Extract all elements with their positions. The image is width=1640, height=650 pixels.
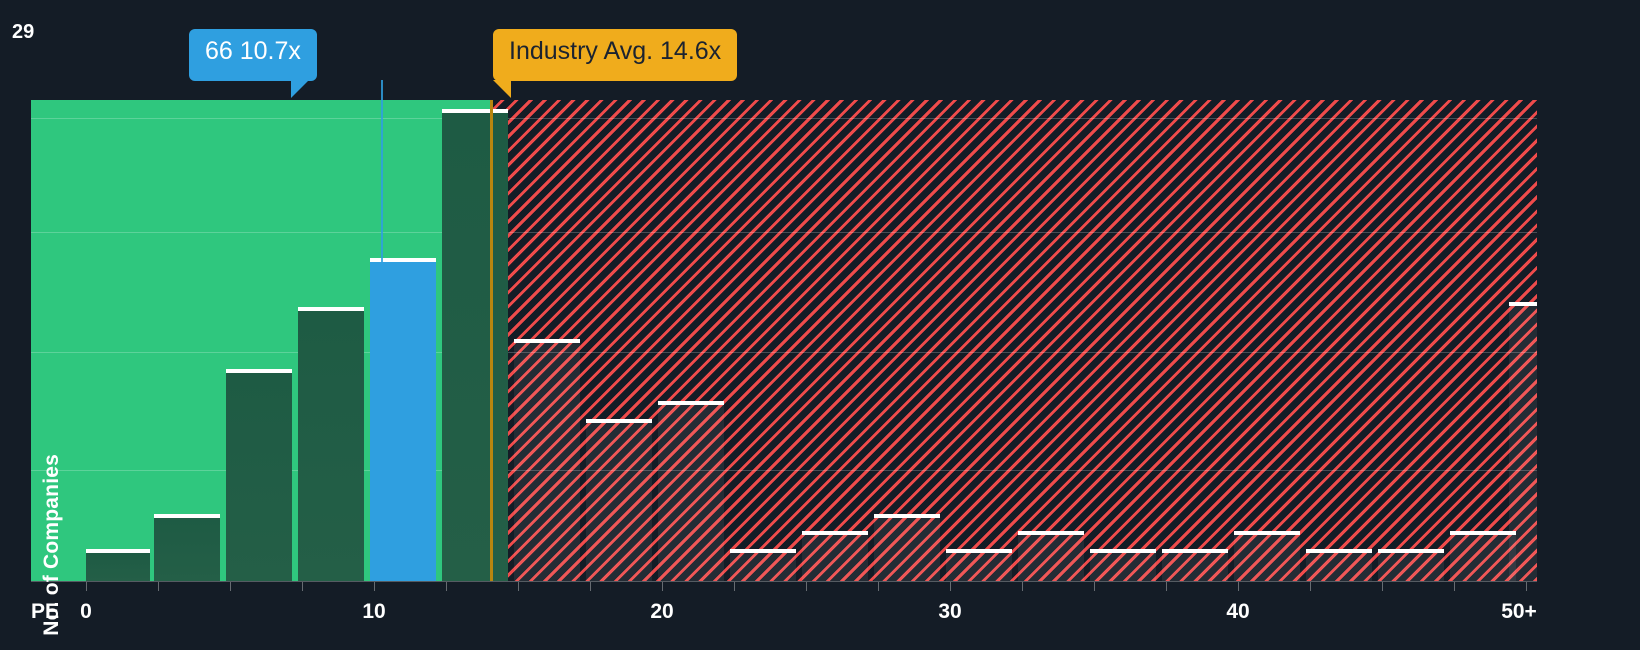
- bar-bin-20-22.5[interactable]: [658, 401, 724, 581]
- x-axis-tick: [518, 582, 519, 591]
- x-axis-tick: [302, 582, 303, 591]
- bar-cap: [1509, 302, 1537, 306]
- bar-cap: [1378, 549, 1444, 553]
- bar-bin-30-32.5[interactable]: [946, 549, 1012, 581]
- bar-bin-22.5-25[interactable]: [730, 549, 796, 581]
- industry-average-marker: [490, 100, 493, 581]
- over-value-zone: [490, 100, 1537, 581]
- x-axis-tick: [1382, 582, 1383, 591]
- bar-cap: [1018, 531, 1084, 535]
- x-axis-tick: [1526, 582, 1527, 591]
- bar-bin-40-42.5[interactable]: [1234, 531, 1300, 581]
- x-axis-tick: [1454, 582, 1455, 591]
- x-axis-tick: [230, 582, 231, 591]
- x-axis-tick: [1238, 582, 1239, 591]
- bar-bin-0-2.5[interactable]: [86, 549, 150, 581]
- x-axis-tick: [1094, 582, 1095, 591]
- x-axis-tick-label-30: 30: [938, 600, 962, 623]
- x-axis-tick: [734, 582, 735, 591]
- company-pe-callout[interactable]: 66 10.7x: [189, 29, 317, 98]
- bar-bin-2.5-5[interactable]: [154, 514, 220, 581]
- x-axis-tick: [1022, 582, 1023, 591]
- company-pe-callout-label: 66 10.7x: [205, 37, 301, 65]
- x-axis-tick: [590, 582, 591, 591]
- bar-bin-32.5-35[interactable]: [1018, 531, 1084, 581]
- x-axis-tick-label-10: 10: [362, 600, 386, 623]
- bar-cap: [1090, 549, 1156, 553]
- y-max-value: 29: [12, 21, 35, 43]
- bar-cap: [370, 258, 436, 262]
- bar-cap: [946, 549, 1012, 553]
- bar-bin-25-27.5[interactable]: [802, 531, 868, 581]
- bar-bin-17.5-20[interactable]: [586, 419, 652, 581]
- x-axis-tick-label-0: 0: [80, 600, 92, 623]
- bar-bin-47.5-50[interactable]: [1450, 531, 1516, 581]
- bar-bin-12.5-15[interactable]: [442, 109, 508, 581]
- x-axis-tick: [950, 582, 951, 591]
- x-axis-line: [31, 581, 1537, 582]
- industry-average-callout[interactable]: Industry Avg. 14.6x: [493, 29, 738, 98]
- callout-tail: [290, 80, 309, 98]
- x-axis-tick-label-40: 40: [1226, 600, 1250, 623]
- bar-bin-27.5-30[interactable]: [874, 514, 940, 581]
- bar-cap: [154, 514, 220, 518]
- x-axis-tick: [1166, 582, 1167, 591]
- plot-area: [31, 100, 1537, 581]
- bar-cap: [86, 549, 150, 553]
- bar-bin-37.5-40[interactable]: [1162, 549, 1228, 581]
- x-axis-tick: [806, 582, 807, 591]
- x-axis-prefix-label: PE: [31, 600, 60, 623]
- x-axis-tick-label-50: 50+: [1501, 600, 1537, 623]
- x-axis-tick: [374, 582, 375, 591]
- bar-cap: [1450, 531, 1516, 535]
- callout-tail: [493, 80, 511, 98]
- bar-bin-50-plus[interactable]: [1509, 302, 1537, 581]
- bar-bin-35-37.5[interactable]: [1090, 549, 1156, 581]
- x-axis-tick: [1310, 582, 1311, 591]
- bar-bin-42.5-45[interactable]: [1306, 549, 1372, 581]
- bar-cap: [730, 549, 796, 553]
- bar-cap: [226, 369, 292, 373]
- bar-cap: [802, 531, 868, 535]
- bar-cap: [298, 307, 364, 311]
- x-axis-tick: [446, 582, 447, 591]
- x-axis-tick: [158, 582, 159, 591]
- x-axis-tick: [662, 582, 663, 591]
- industry-average-callout-label: Industry Avg. 14.6x: [509, 37, 722, 65]
- bar-bin-15-17.5[interactable]: [514, 339, 580, 581]
- bar-bin-7.5-10[interactable]: [298, 307, 364, 581]
- bar-cap: [1234, 531, 1300, 535]
- bar-cap: [1162, 549, 1228, 553]
- bar-cap: [658, 401, 724, 405]
- bar-cap: [1306, 549, 1372, 553]
- bar-cap: [442, 109, 508, 113]
- bar-cap: [514, 339, 580, 343]
- x-axis-tick: [878, 582, 879, 591]
- bar-cap: [586, 419, 652, 423]
- bar-bin-45-47.5[interactable]: [1378, 549, 1444, 581]
- x-axis-tick-label-20: 20: [650, 600, 674, 623]
- x-axis-tick: [86, 582, 87, 591]
- company-callout-connector: [381, 80, 383, 264]
- bar-bin-5-7.5[interactable]: [226, 369, 292, 581]
- bar-cap: [874, 514, 940, 518]
- bar-bin-10-12.5-highlight[interactable]: [370, 258, 436, 581]
